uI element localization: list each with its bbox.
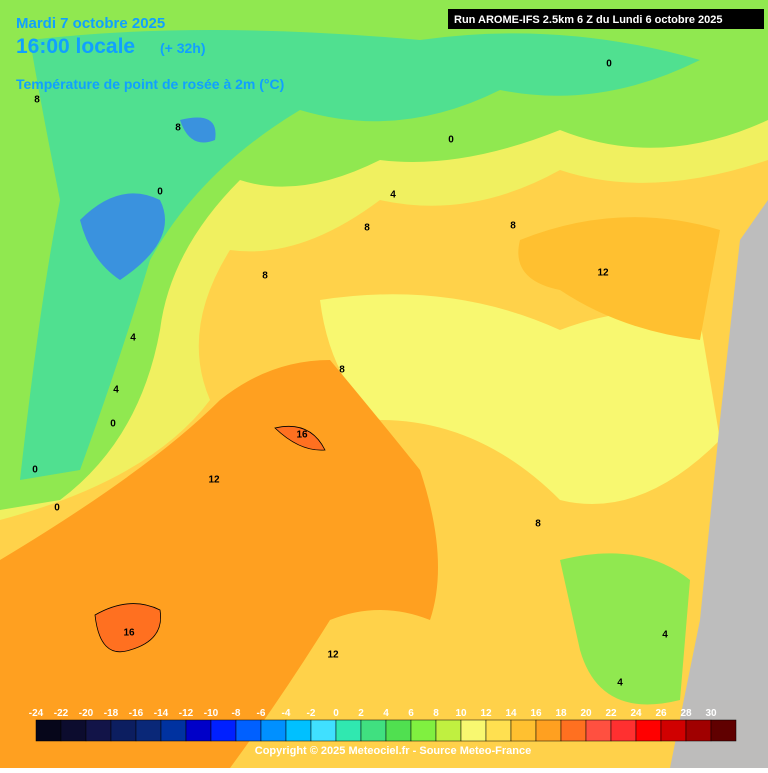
- legend-label: 22: [605, 708, 617, 719]
- legend-label: -10: [204, 708, 219, 719]
- legend-label: 4: [383, 708, 389, 719]
- contour-label: 4: [113, 385, 119, 396]
- legend-swatch: [135, 719, 162, 742]
- out-of-domain: [670, 200, 768, 768]
- alps-blue: [80, 117, 216, 280]
- legend-label: -20: [79, 708, 94, 719]
- legend-label: -8: [232, 708, 241, 719]
- copyright: Copyright © 2025 Meteociel.fr - Source M…: [255, 745, 531, 757]
- legend-label: 14: [505, 708, 517, 719]
- legend-label: 26: [655, 708, 667, 719]
- contour-label: 8: [364, 223, 370, 234]
- legend-label: 18: [555, 708, 567, 719]
- legend-swatch: [235, 719, 262, 742]
- legend-label: 2: [358, 708, 364, 719]
- legend-swatch: [560, 719, 587, 742]
- legend-swatch: [160, 719, 187, 742]
- contour-label: 4: [617, 678, 623, 689]
- legend-swatch: [685, 719, 712, 742]
- contour-label: 0: [606, 59, 612, 70]
- contour-label: 0: [448, 135, 454, 146]
- legend-swatch: [385, 719, 412, 742]
- legend-label: -2: [307, 708, 316, 719]
- legend-label: 24: [630, 708, 642, 719]
- legend-label: 8: [433, 708, 439, 719]
- legend-swatch: [210, 719, 237, 742]
- sea-orange: [0, 360, 438, 768]
- contour-label: 4: [130, 333, 136, 344]
- legend-swatch: [185, 719, 212, 742]
- lead-time: (+ 32h): [160, 40, 206, 56]
- contour-label: 0: [110, 419, 116, 430]
- legend-label: -14: [154, 708, 169, 719]
- contour-label: 12: [327, 650, 339, 661]
- date: Mardi 7 octobre 2025: [16, 15, 165, 32]
- legend-swatch: [435, 719, 462, 742]
- legend-swatch: [60, 719, 87, 742]
- run-info: Run AROME-IFS 2.5km 6 Z du Lundi 6 octob…: [454, 14, 723, 26]
- legend-swatch: [710, 719, 737, 742]
- run-box: [448, 9, 764, 29]
- adriatic-warm: [518, 217, 720, 340]
- contour-label: 0: [157, 187, 163, 198]
- legend-label: 30: [705, 708, 717, 719]
- legend-swatch: [585, 719, 612, 742]
- legend-swatch: [35, 719, 62, 742]
- legend-swatch: [360, 719, 387, 742]
- legend-swatch: [335, 719, 362, 742]
- legend-swatch: [85, 719, 112, 742]
- contour-label: 16: [123, 628, 135, 639]
- contour-label: 8: [510, 221, 516, 232]
- contour-label: 8: [339, 365, 345, 376]
- legend-swatch: [610, 719, 637, 742]
- legend-swatch: [410, 719, 437, 742]
- contour-label: 8: [34, 95, 40, 106]
- legend-label: -22: [54, 708, 69, 719]
- contour-label: 8: [262, 271, 268, 282]
- contour-label: 4: [390, 190, 396, 201]
- legend-label: 20: [580, 708, 592, 719]
- contour-label: 4: [662, 630, 668, 641]
- legend-label: -6: [257, 708, 266, 719]
- contour-label: 12: [597, 268, 609, 279]
- contour-label: 0: [32, 465, 38, 476]
- apennine-green: [560, 553, 690, 705]
- time: 16:00 locale: [16, 35, 135, 58]
- legend-swatch: [635, 719, 662, 742]
- legend-swatch: [485, 719, 512, 742]
- contour-label: 8: [535, 519, 541, 530]
- legend-label: 10: [455, 708, 467, 719]
- contour-label: 16: [296, 430, 308, 441]
- alps-cyan: [20, 30, 700, 480]
- legend-label: 6: [408, 708, 414, 719]
- legend-label: -4: [282, 708, 291, 719]
- legend-label: 0: [333, 708, 339, 719]
- legend-swatch: [660, 719, 687, 742]
- contour-label: 12: [208, 475, 220, 486]
- contour-label: 8: [175, 123, 181, 134]
- legend-label: -24: [29, 708, 44, 719]
- sea-hot: [94, 425, 326, 653]
- legend-label: -16: [129, 708, 144, 719]
- legend-swatch: [310, 719, 337, 742]
- legend-label: 16: [530, 708, 542, 719]
- legend-swatch: [285, 719, 312, 742]
- po-valley: [320, 294, 720, 504]
- contour-label: 0: [54, 503, 60, 514]
- legend-label: -12: [179, 708, 194, 719]
- legend-label: 28: [680, 708, 692, 719]
- legend-swatch: [460, 719, 487, 742]
- legend-label: -18: [104, 708, 119, 719]
- legend-swatch: [510, 719, 537, 742]
- legend-swatch: [535, 719, 562, 742]
- legend-label: 12: [480, 708, 492, 719]
- legend-swatch: [110, 719, 137, 742]
- variable: Température de point de rosée à 2m (°C): [16, 76, 284, 92]
- legend-swatch: [260, 719, 287, 742]
